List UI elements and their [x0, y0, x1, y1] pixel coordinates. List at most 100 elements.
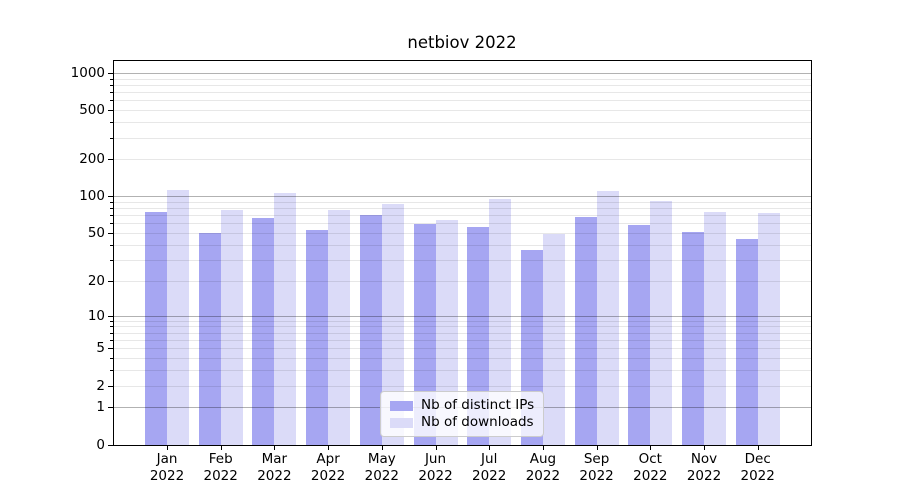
bar-nb-of-downloads [542, 234, 565, 445]
y-tick [108, 72, 113, 74]
x-tick [489, 446, 491, 450]
gridline-minor [114, 78, 811, 80]
plot-area [113, 60, 812, 446]
bar-nb-of-distinct-ips [735, 238, 758, 445]
bar-nb-of-distinct-ips [413, 224, 436, 445]
x-tick-month: Aug [529, 451, 557, 467]
gridline-minor [114, 244, 811, 246]
y-tick-minor [110, 320, 113, 322]
bar-nb-of-distinct-ips [359, 215, 382, 445]
x-tick [328, 446, 330, 450]
x-tick-year: 2022 [203, 468, 238, 484]
gridline-minor [114, 332, 811, 334]
x-tick-label: May 2022 [350, 451, 414, 485]
y-tick-label: 1 [96, 399, 105, 416]
y-tick-minor [110, 78, 113, 80]
gridline-minor [114, 84, 811, 86]
y-tick [108, 407, 113, 409]
x-tick [650, 446, 652, 450]
x-tick-month: Feb [208, 451, 233, 467]
y-tick-label: 200 [79, 151, 105, 168]
y-tick-label: 2 [96, 377, 105, 394]
x-tick-month: Jun [424, 451, 447, 467]
y-tick [108, 196, 113, 198]
y-tick-minor [110, 223, 113, 225]
gridline-major [114, 72, 811, 74]
y-tick-minor [110, 358, 113, 360]
x-tick-month: Nov [690, 451, 718, 467]
gridline-minor [114, 233, 811, 235]
gridline-minor [114, 348, 811, 350]
x-tick-year: 2022 [686, 468, 722, 484]
x-tick [704, 446, 705, 450]
bar-nb-of-downloads [757, 213, 780, 445]
bar-nb-of-distinct-ips [682, 232, 704, 445]
bar-nb-of-downloads [328, 209, 351, 445]
y-tick-label: 500 [79, 102, 105, 119]
y-tick-minor [110, 122, 113, 124]
gridline-minor [114, 259, 811, 261]
bar-nb-of-distinct-ips [198, 233, 221, 445]
x-tick [220, 446, 222, 450]
x-tick-label: Mar 2022 [242, 451, 306, 485]
y-tick-minor [110, 215, 113, 217]
y-tick-minor [110, 92, 113, 94]
bar-nb-of-distinct-ips [306, 230, 329, 445]
legend-label-distinct-ips: Nb of distinct IPs [421, 397, 535, 413]
x-tick-year: 2022 [364, 468, 399, 484]
x-tick-month: May [367, 451, 396, 467]
gridline-major [114, 315, 811, 317]
gridline-minor [114, 110, 811, 112]
y-tick [108, 159, 113, 161]
x-tick-label: Aug 2022 [511, 451, 575, 485]
y-tick [108, 280, 113, 282]
x-tick-label: Jun 2022 [404, 451, 468, 485]
x-tick-label: Jan 2022 [135, 451, 199, 485]
bar-nb-of-downloads [167, 190, 189, 445]
gridline-minor [114, 358, 811, 360]
gridline-minor [114, 137, 811, 139]
x-tick [381, 446, 383, 450]
legend-entry-downloads: Nb of downloads [390, 414, 534, 431]
y-tick-minor [110, 201, 113, 203]
gridline-minor [114, 385, 811, 387]
x-tick-year: 2022 [525, 468, 561, 484]
y-tick-label: 20 [87, 272, 105, 289]
y-tick-label: 0 [96, 436, 105, 453]
gridline-minor [114, 215, 811, 217]
x-tick-label: Nov 2022 [672, 451, 736, 485]
y-tick-minor [110, 259, 113, 261]
y-tick-minor [110, 84, 113, 86]
x-tick-month: Dec [744, 451, 771, 467]
x-tick-year: 2022 [418, 468, 453, 484]
gridline-minor [114, 159, 811, 161]
y-tick-minor [110, 137, 113, 139]
y-tick [108, 385, 113, 387]
bar-nb-of-downloads [381, 203, 404, 445]
x-tick-month: Oct [638, 451, 662, 467]
y-tick-label: 1000 [70, 64, 105, 81]
gridline-minor [114, 208, 811, 210]
y-tick-minor [110, 326, 113, 328]
x-tick-month: Mar [261, 451, 288, 467]
x-tick-year: 2022 [579, 468, 614, 484]
x-tick [542, 446, 544, 450]
bar-nb-of-distinct-ips [628, 225, 651, 445]
bar-nb-of-distinct-ips [145, 212, 167, 445]
bar-nb-of-downloads [435, 220, 458, 445]
x-tick-year: 2022 [149, 468, 185, 484]
y-tick-label: 10 [87, 307, 105, 324]
y-tick [108, 348, 113, 350]
gridline-minor [114, 92, 811, 94]
gridline-minor [114, 320, 811, 322]
x-tick-month: Sep [583, 451, 610, 467]
x-tick [596, 446, 598, 450]
gridline-minor [114, 326, 811, 328]
gridline-major [114, 196, 811, 198]
gridline-minor [114, 370, 811, 372]
x-tick [435, 446, 437, 450]
y-tick [108, 233, 113, 235]
x-tick-label: Feb 2022 [189, 451, 253, 485]
y-tick-label: 100 [79, 188, 105, 205]
